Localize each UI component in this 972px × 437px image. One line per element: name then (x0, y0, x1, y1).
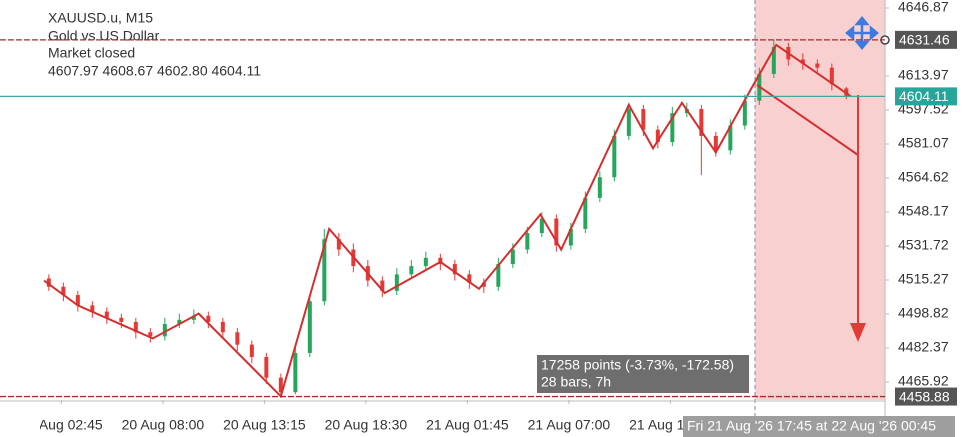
move-icon[interactable] (845, 16, 879, 50)
y-tick-label: 4548.17 (898, 203, 949, 219)
y-tick-label: 4465.92 (898, 373, 949, 389)
candle-body (583, 197, 588, 229)
candle-body (525, 233, 530, 250)
y-tick-label: 4498.82 (898, 305, 949, 321)
candle-body (336, 239, 341, 250)
candle-body (467, 274, 472, 283)
measure-points: 17258 points (-3.73%, -172.58) (541, 357, 734, 373)
range-box (683, 416, 955, 437)
candle-body (61, 286, 66, 296)
candle-body (409, 266, 414, 275)
price-tag (895, 387, 957, 406)
candle-body (641, 109, 646, 130)
candle-body (554, 218, 559, 246)
candle-body (742, 100, 747, 126)
candle-body (815, 63, 820, 68)
candle-body (206, 315, 211, 322)
candle-body (177, 319, 182, 324)
price-tag (895, 87, 957, 106)
y-tick-label: 4531.72 (898, 237, 949, 253)
candle-body (278, 377, 283, 393)
candle-body (670, 113, 675, 143)
candle-body (380, 280, 385, 291)
price-tag (895, 30, 957, 49)
measure-region (755, 0, 885, 400)
symbol: XAUUSD.u, M15 (48, 10, 153, 26)
candle-body (394, 274, 399, 291)
candle-body (322, 239, 327, 302)
y-tick-label: 4482.37 (898, 339, 949, 355)
candle-body (235, 332, 240, 345)
y-tick-label: 4581.07 (898, 135, 949, 151)
candle-body (162, 323, 167, 337)
candle-body (119, 317, 124, 322)
candle-body (699, 109, 704, 136)
y-tick-label: 4564.62 (898, 169, 949, 185)
candle-body (264, 357, 269, 378)
candle-body (771, 47, 776, 74)
candle-body (423, 257, 428, 267)
y-tick-label: 4515.27 (898, 271, 949, 287)
price-tag-label: 4604.11 (899, 88, 949, 104)
measure-bars: 28 bars, 7h (541, 374, 611, 390)
price-tag-label: 4631.46 (899, 32, 950, 48)
candle-body (90, 305, 95, 312)
ohlc: 4607.97 4608.67 4602.80 4604.11 (48, 63, 261, 79)
candle-body (481, 282, 486, 287)
candle-body (46, 278, 51, 287)
candle-body (148, 332, 153, 337)
price-tag-label: 4458.88 (899, 388, 950, 404)
candle-body (510, 249, 515, 265)
x-axis: 20 Aug 02:45 20 Aug 08:00 20 Aug 13:15 20 A… (20, 400, 712, 433)
candle-body (612, 135, 617, 178)
candle-body (452, 264, 457, 275)
arrow-head (850, 323, 866, 342)
x-tick-label: 21 Aug 07:00 (528, 417, 611, 433)
x-tick-label: 20 Aug 08:00 (122, 417, 205, 433)
y-tick-label: 4613.97 (898, 67, 949, 83)
x-tick-label: 20 Aug 02:45 (20, 417, 103, 433)
candle-body (800, 59, 805, 64)
candle-body (496, 264, 501, 287)
y-tick-label: 4646.87 (898, 0, 949, 15)
market-status: Market closed (48, 45, 135, 61)
candle-body (713, 135, 718, 151)
range-label: Fri 21 Aug '26 17:45 at 22 Aug '26 00:45 (687, 418, 936, 434)
candle-body (728, 125, 733, 151)
candle-body (568, 228, 573, 246)
x-tick-label: 21 Aug 01:45 (426, 417, 509, 433)
candle-body (104, 311, 109, 318)
candle-body (626, 109, 631, 136)
candle-body (829, 67, 834, 85)
candle-body (293, 352, 298, 393)
x-tick-label: 20 Aug 13:15 (223, 417, 306, 433)
candle-body (597, 177, 602, 198)
plot (43, 39, 852, 399)
zigzag (43, 43, 852, 399)
candle-body (75, 295, 80, 306)
candle-body (191, 315, 196, 320)
candle-body (220, 321, 225, 333)
measure-box (537, 355, 749, 393)
candle-body (539, 218, 544, 234)
candle-body (307, 301, 312, 353)
x-tick-label: 20 Aug 18:30 (325, 417, 408, 433)
candle-body (133, 321, 138, 333)
candle-body (655, 129, 660, 143)
candle-body (249, 344, 254, 358)
symbol-name: Gold vs US Dollar (48, 28, 160, 44)
